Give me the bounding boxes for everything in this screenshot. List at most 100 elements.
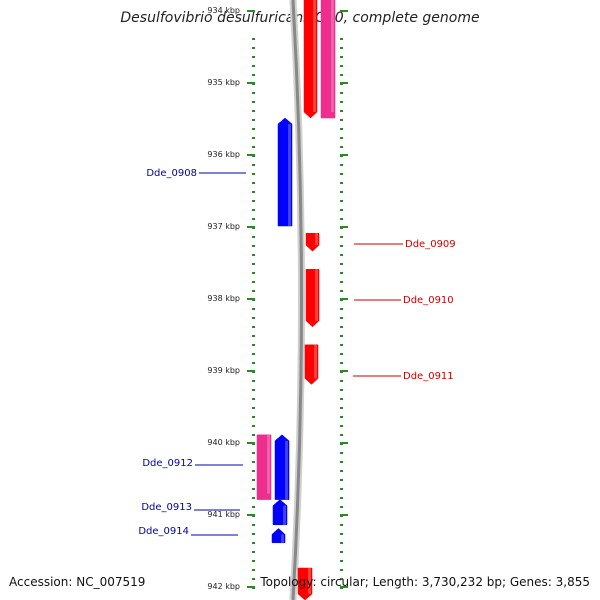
gene-label[interactable]: Dde_0910 — [403, 295, 454, 306]
minor-tick-right — [340, 533, 343, 535]
minor-tick-right — [340, 281, 343, 283]
minor-tick-right — [340, 560, 343, 562]
major-ticks: 934 kbp 935 kbp 936 kbp 937 kbp 938 kbp 939 k… — [207, 6, 348, 591]
minor-tick-left — [252, 479, 255, 481]
minor-tick-right — [340, 452, 343, 454]
minor-tick-left — [252, 65, 255, 67]
major-tick-left — [247, 514, 255, 516]
major-tick-right — [340, 226, 348, 228]
minor-tick-right — [340, 326, 343, 328]
minor-tick-left — [252, 254, 255, 256]
major-tick-left — [247, 298, 255, 300]
minor-tick-left — [252, 182, 255, 184]
minor-tick-left — [252, 92, 255, 94]
gene-label[interactable]: Dde_0911 — [403, 371, 454, 382]
minor-tick-left — [252, 362, 255, 364]
minor-tick-left — [252, 542, 255, 544]
gene-dde-0909[interactable] — [305, 232, 320, 252]
minor-tick-left — [252, 272, 255, 274]
minor-tick-left — [252, 263, 255, 265]
minor-tick-right — [340, 38, 343, 40]
minor-tick-left — [252, 290, 255, 292]
gene-shade — [331, 0, 334, 112]
gene-dde-0912[interactable] — [256, 434, 272, 500]
minor-tick-left — [252, 488, 255, 490]
minor-tick-left — [252, 308, 255, 310]
minor-tick-right — [340, 398, 343, 400]
minor-tick-left — [252, 524, 255, 526]
tick-label: 939 kbp — [207, 366, 240, 375]
minor-tick-left — [252, 74, 255, 76]
gene-shade — [315, 269, 318, 321]
major-tick-left — [247, 226, 255, 228]
minor-tick-left — [252, 101, 255, 103]
minor-tick-left — [252, 38, 255, 40]
major-tick-right — [340, 82, 348, 84]
minor-tick-right — [340, 335, 343, 337]
minor-tick-left — [252, 389, 255, 391]
gene-feature[interactable] — [303, 0, 318, 119]
minor-tick-right — [340, 461, 343, 463]
gene-label[interactable]: Dde_0913 — [141, 502, 192, 513]
minor-tick-right — [340, 470, 343, 472]
major-tick-left — [247, 586, 255, 588]
gene-dde-0908[interactable] — [277, 117, 293, 227]
minor-tick-right — [340, 290, 343, 292]
gene-dde-0913[interactable] — [272, 499, 288, 526]
gene-label[interactable]: Dde_0908 — [146, 168, 197, 179]
minor-tick-right — [340, 164, 343, 166]
minor-tick-right — [340, 272, 343, 274]
gene-shade — [267, 434, 270, 494]
minor-tick-right — [340, 119, 343, 121]
minor-tick-left — [252, 407, 255, 409]
minor-tick-left — [252, 326, 255, 328]
minor-tick-right — [340, 542, 343, 544]
minor-tick-right — [340, 551, 343, 553]
gene-label[interactable]: Dde_0912 — [142, 458, 193, 469]
gene-feature[interactable] — [274, 434, 290, 500]
gene-feature[interactable] — [320, 0, 336, 119]
major-tick-right — [340, 370, 348, 372]
tick-label: 934 kbp — [207, 6, 240, 15]
minor-tick-right — [340, 353, 343, 355]
minor-tick-left — [252, 380, 255, 382]
minor-tick-right — [340, 146, 343, 148]
minor-tick-right — [340, 56, 343, 58]
gene-shade — [281, 534, 284, 543]
minor-tick-left — [252, 353, 255, 355]
minor-tick-right — [340, 74, 343, 76]
minor-tick-right — [340, 380, 343, 382]
minor-tick-left — [252, 56, 255, 58]
gene-dde-0910[interactable] — [305, 268, 320, 328]
minor-tick-right — [340, 182, 343, 184]
genome-backbone — [289, 0, 305, 600]
minor-tick-left — [252, 533, 255, 535]
minor-tick-left — [252, 209, 255, 211]
minor-tick-left — [252, 173, 255, 175]
minor-tick-right — [340, 110, 343, 112]
minor-tick-left — [252, 461, 255, 463]
minor-tick-right — [340, 137, 343, 139]
gene-dde-0914[interactable] — [271, 528, 286, 544]
map-title: Desulfovibrio desulfuricans G20, complet… — [120, 10, 480, 26]
minor-tick-left — [252, 119, 255, 121]
minor-tick-right — [340, 245, 343, 247]
minor-tick-left — [252, 344, 255, 346]
minor-tick-left — [252, 191, 255, 193]
gene-dde-0911[interactable] — [304, 344, 319, 385]
minor-tick-right — [340, 497, 343, 499]
gene-feature[interactable] — [297, 567, 313, 600]
gene-shade — [313, 0, 316, 112]
minor-tick-left — [252, 551, 255, 553]
minor-tick-right — [340, 344, 343, 346]
gene-shade — [315, 233, 318, 246]
gene-label[interactable]: Dde_0914 — [138, 526, 189, 537]
minor-tick-right — [340, 434, 343, 436]
minor-tick-left — [252, 128, 255, 130]
major-tick-right — [340, 586, 348, 588]
minor-tick-right — [340, 488, 343, 490]
tick-label: 940 kbp — [207, 438, 240, 447]
gene-labels: Dde_0908 Dde_0909 Dde_0910 Dde_0911 Dde_0912… — [138, 168, 455, 537]
gene-label[interactable]: Dde_0909 — [405, 239, 456, 250]
